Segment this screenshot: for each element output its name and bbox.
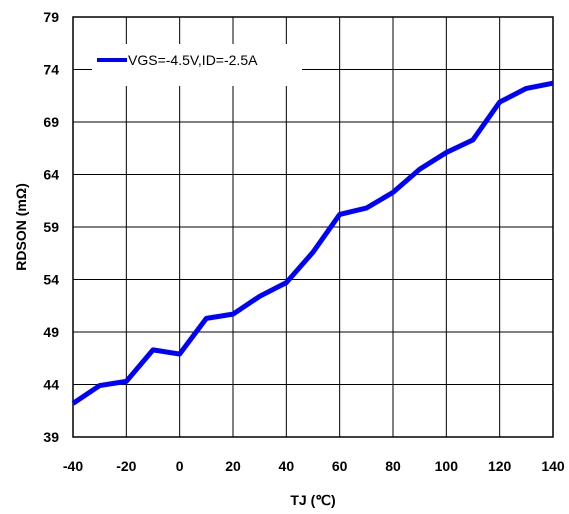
y-tick-label: 74 [43,62,59,78]
y-tick-label: 44 [43,377,59,393]
y-tick-label: 64 [43,167,59,183]
y-tick-label: 39 [43,429,59,445]
y-axis-title: RDSON (mΩ) [13,183,29,270]
x-tick-label: 80 [385,458,401,474]
y-tick-label: 54 [43,272,59,288]
x-tick-label: 60 [332,458,348,474]
x-tick-label: 20 [225,458,241,474]
legend-label: VGS=-4.5V,ID=-2.5A [128,52,258,68]
series-layer [71,80,554,406]
x-tick-label: 120 [488,458,512,474]
y-tick-label: 59 [43,219,59,235]
x-axis-ticks: -40 -20 0 20 40 60 80 100 120 140 [63,458,565,474]
series-line [71,80,554,406]
y-tick-label: 49 [43,324,59,340]
y-tick-label: 79 [43,9,59,25]
legend-box [92,44,302,86]
x-tick-label: 100 [435,458,459,474]
x-tick-label: 140 [541,458,565,474]
y-axis-ticks: 39 44 49 54 59 64 69 74 79 [43,9,59,445]
x-axis-title: TJ (℃) [290,492,335,508]
legend: VGS=-4.5V,ID=-2.5A [92,44,302,86]
x-tick-label: 40 [279,458,295,474]
y-tick-label: 69 [43,114,59,130]
x-tick-label: -40 [63,458,83,474]
plot-frame [72,16,554,438]
x-tick-label: 0 [176,458,184,474]
x-tick-label: -20 [116,458,136,474]
